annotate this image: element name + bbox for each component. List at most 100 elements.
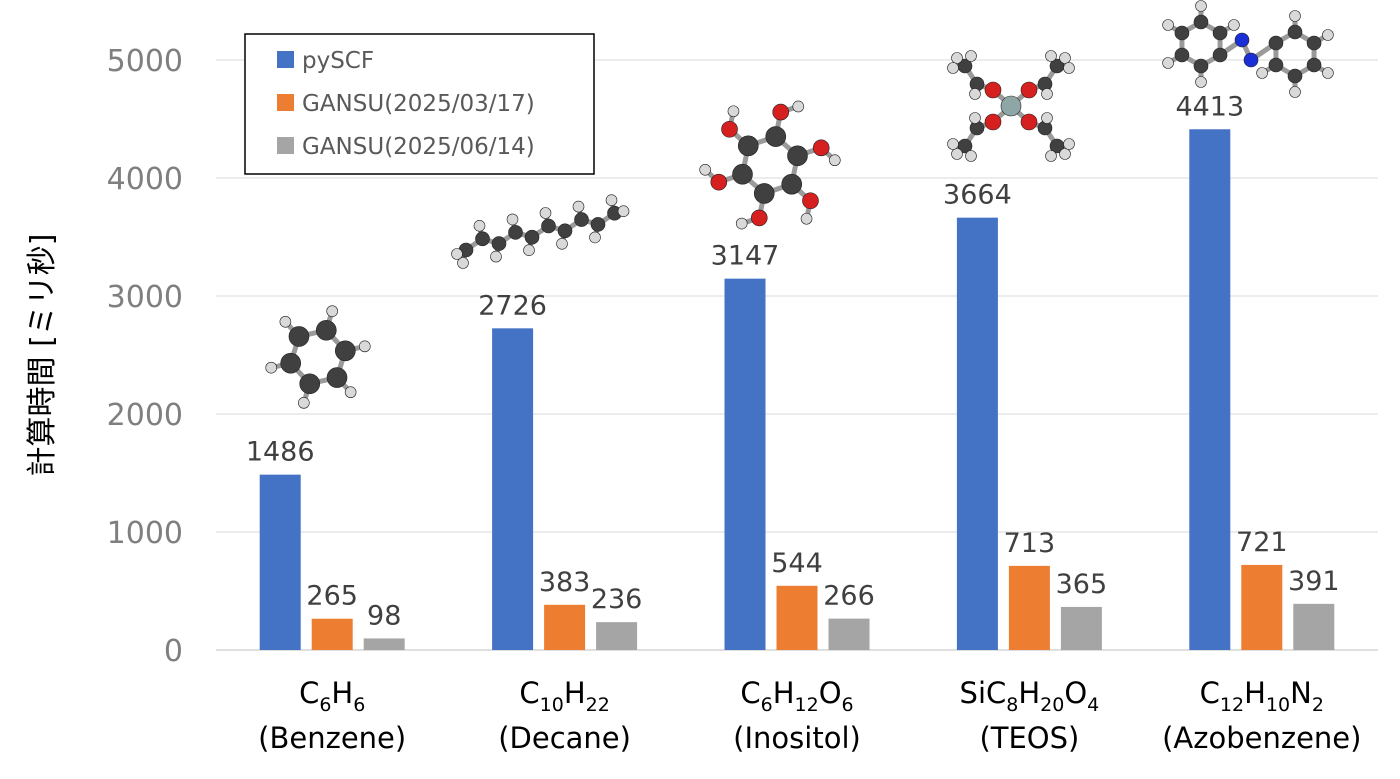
y-tick-label: 0 — [164, 634, 183, 669]
atom — [589, 231, 601, 244]
atom — [800, 212, 813, 225]
atom — [984, 81, 1002, 99]
y-axis-label: 計算時間 [ミリ秒] — [25, 234, 60, 477]
atom — [781, 173, 803, 195]
atom — [508, 225, 523, 240]
atom — [951, 148, 963, 160]
atom — [969, 88, 981, 100]
bars — [259, 129, 1335, 651]
atom — [1045, 150, 1057, 162]
category-name: (Inositol) — [733, 721, 861, 755]
bar — [311, 618, 353, 650]
y-tick-label: 1000 — [107, 516, 183, 551]
atom — [572, 200, 585, 213]
atom — [732, 163, 753, 185]
y-tick-label: 4000 — [107, 162, 183, 197]
atom — [1268, 57, 1284, 73]
atom — [727, 105, 740, 118]
legend-entry: pySCF — [302, 48, 374, 74]
atom — [1212, 47, 1228, 63]
inositol-molecule-icon — [699, 100, 841, 230]
bar — [596, 622, 638, 650]
category-formula: C6H12O6 — [740, 676, 853, 716]
data-label: 2726 — [478, 290, 547, 321]
atom — [1195, 0, 1207, 12]
azobenzene-molecule-icon — [1162, 0, 1334, 98]
atom — [965, 50, 977, 62]
bar — [1189, 129, 1231, 651]
atom — [457, 257, 469, 269]
atom — [506, 213, 519, 226]
atom — [280, 352, 301, 374]
atom — [1322, 67, 1334, 79]
data-label: 98 — [367, 600, 401, 631]
atom — [1063, 138, 1075, 150]
atom — [523, 244, 535, 256]
atom — [765, 126, 787, 147]
atom — [539, 207, 552, 219]
atom — [473, 220, 486, 232]
atom — [735, 217, 748, 230]
atom — [1174, 47, 1190, 63]
atom — [1000, 95, 1022, 117]
atom — [279, 315, 292, 328]
y-tick-label: 3000 — [107, 280, 183, 315]
teos-molecule-icon — [947, 50, 1075, 162]
y-tick-label: 2000 — [107, 398, 183, 433]
atom — [947, 138, 959, 150]
legend: pySCF GANSU(2025/03/17) GANSU(2025/06/14) — [244, 33, 595, 175]
bar — [1008, 565, 1050, 650]
atom — [359, 340, 371, 353]
atom — [1243, 52, 1259, 68]
atom — [792, 100, 805, 113]
atom — [1193, 14, 1209, 30]
atom — [490, 250, 502, 263]
atom — [288, 326, 310, 347]
benzene-molecule-icon — [265, 305, 371, 409]
atom — [1322, 29, 1334, 41]
category-name: (TEOS) — [979, 721, 1079, 755]
legend-entry: GANSU(2025/03/17) — [302, 91, 535, 117]
decane-molecule-icon — [451, 194, 630, 269]
molecule-illustrations — [265, 0, 1334, 409]
atom — [753, 183, 775, 204]
atom — [1063, 62, 1075, 74]
atom — [984, 113, 1002, 131]
atom — [298, 397, 310, 409]
atom — [1059, 148, 1071, 160]
atom — [969, 112, 981, 124]
atom — [1193, 58, 1209, 74]
atom — [605, 194, 618, 206]
data-label: 3147 — [711, 241, 780, 272]
atom — [1041, 112, 1053, 124]
atom — [1228, 19, 1240, 31]
category-name: (Benzene) — [258, 721, 406, 755]
atom — [1306, 35, 1322, 51]
atom — [617, 205, 630, 217]
category-formula: C6H6 — [299, 676, 365, 716]
atom — [1306, 57, 1322, 73]
data-label: 544 — [771, 548, 823, 579]
atom — [1234, 32, 1250, 48]
legend-swatch — [277, 51, 294, 68]
bar — [956, 217, 998, 650]
atom — [299, 373, 321, 395]
bar — [544, 604, 586, 650]
atom — [1287, 24, 1303, 40]
data-label: 721 — [1236, 527, 1288, 558]
bar — [1293, 603, 1335, 650]
data-label: 391 — [1288, 566, 1340, 597]
category-name: (Azobenzene) — [1162, 721, 1361, 755]
atom — [590, 217, 606, 232]
atom — [947, 62, 959, 74]
atom — [541, 218, 556, 234]
atom — [812, 139, 830, 157]
atom — [721, 120, 738, 138]
data-label: 383 — [539, 567, 591, 598]
atom — [951, 52, 963, 64]
atom — [829, 154, 841, 167]
atom — [326, 367, 348, 388]
data-label: 236 — [591, 584, 643, 615]
atom — [574, 212, 589, 227]
